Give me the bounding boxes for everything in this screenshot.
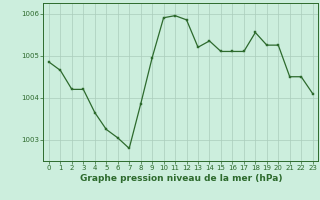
X-axis label: Graphe pression niveau de la mer (hPa): Graphe pression niveau de la mer (hPa) xyxy=(80,174,282,183)
